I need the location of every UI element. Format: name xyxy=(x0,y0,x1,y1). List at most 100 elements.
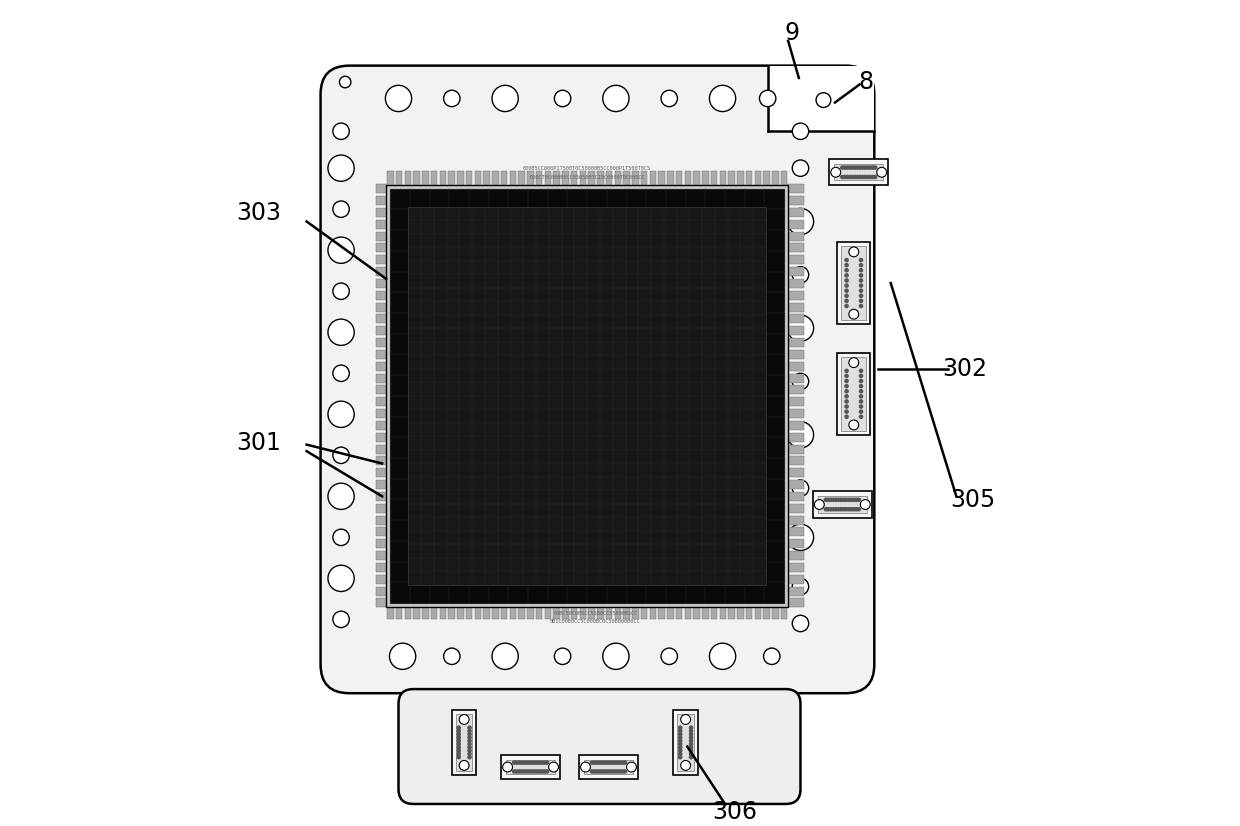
Bar xyxy=(786,444,804,453)
Bar xyxy=(579,755,639,780)
Bar xyxy=(376,480,389,489)
Circle shape xyxy=(841,507,846,511)
Circle shape xyxy=(694,357,702,365)
Bar xyxy=(376,231,389,240)
Circle shape xyxy=(522,760,527,765)
Circle shape xyxy=(492,85,518,112)
Bar xyxy=(387,605,393,620)
Circle shape xyxy=(856,175,859,179)
Circle shape xyxy=(678,742,682,747)
Circle shape xyxy=(688,748,693,753)
Circle shape xyxy=(618,769,622,774)
Bar xyxy=(475,605,481,620)
Bar xyxy=(786,350,804,359)
Bar xyxy=(764,171,770,187)
Circle shape xyxy=(828,507,833,511)
Circle shape xyxy=(542,769,547,774)
Circle shape xyxy=(688,725,693,730)
Bar xyxy=(376,208,389,217)
Circle shape xyxy=(857,507,861,511)
Bar xyxy=(812,491,872,518)
Bar xyxy=(786,338,804,347)
Bar xyxy=(449,171,455,187)
Circle shape xyxy=(527,769,532,774)
Circle shape xyxy=(709,85,735,112)
Circle shape xyxy=(863,175,867,179)
Circle shape xyxy=(603,769,608,774)
Circle shape xyxy=(681,761,691,771)
Circle shape xyxy=(340,76,351,88)
Circle shape xyxy=(332,365,350,382)
Circle shape xyxy=(844,293,849,298)
Circle shape xyxy=(816,93,831,107)
Circle shape xyxy=(456,735,461,740)
Circle shape xyxy=(873,175,878,179)
Circle shape xyxy=(787,525,813,550)
Circle shape xyxy=(847,497,851,502)
Circle shape xyxy=(826,497,831,502)
Circle shape xyxy=(444,90,460,107)
Bar xyxy=(754,605,761,620)
Circle shape xyxy=(688,752,693,757)
Bar xyxy=(475,171,481,187)
Circle shape xyxy=(688,732,693,737)
Text: 9: 9 xyxy=(785,21,800,45)
Bar xyxy=(786,220,804,229)
Circle shape xyxy=(851,175,854,179)
Circle shape xyxy=(386,85,412,112)
Bar xyxy=(404,605,412,620)
Circle shape xyxy=(537,760,542,765)
Text: 8: 8 xyxy=(858,70,874,94)
Circle shape xyxy=(467,745,472,750)
Circle shape xyxy=(764,648,780,664)
Bar xyxy=(658,171,665,187)
Circle shape xyxy=(593,769,596,774)
Circle shape xyxy=(554,648,570,664)
Bar xyxy=(632,171,639,187)
FancyBboxPatch shape xyxy=(321,65,874,693)
Circle shape xyxy=(868,165,873,170)
Bar xyxy=(376,184,389,193)
Circle shape xyxy=(842,175,847,179)
Circle shape xyxy=(456,732,461,737)
Circle shape xyxy=(843,507,848,511)
Circle shape xyxy=(841,497,846,502)
Circle shape xyxy=(502,762,512,772)
Circle shape xyxy=(861,175,864,179)
Circle shape xyxy=(332,283,350,300)
Bar xyxy=(396,605,402,620)
Circle shape xyxy=(844,258,849,263)
Bar xyxy=(786,515,804,525)
Bar xyxy=(387,171,393,187)
Circle shape xyxy=(554,90,570,107)
Circle shape xyxy=(688,729,693,733)
Circle shape xyxy=(444,648,460,664)
Bar xyxy=(391,188,784,603)
Circle shape xyxy=(859,268,863,273)
Bar xyxy=(615,171,621,187)
Circle shape xyxy=(787,421,813,448)
Circle shape xyxy=(843,497,848,502)
Bar xyxy=(439,171,446,187)
Circle shape xyxy=(517,769,522,774)
Bar xyxy=(719,171,727,187)
Circle shape xyxy=(532,769,537,774)
Circle shape xyxy=(467,732,472,737)
Bar xyxy=(615,605,621,620)
Text: 00BC50C0B5CC55B0CC55B00B5CC: 00BC50C0B5CC55B0CC55B00B5CC xyxy=(553,611,637,616)
Circle shape xyxy=(831,497,836,502)
Bar xyxy=(745,605,753,620)
Bar xyxy=(624,605,630,620)
Circle shape xyxy=(792,160,808,177)
Bar xyxy=(786,480,804,489)
Circle shape xyxy=(792,267,808,283)
Bar xyxy=(376,599,389,607)
Bar xyxy=(562,171,569,187)
Circle shape xyxy=(859,404,863,409)
Bar xyxy=(641,605,647,620)
Circle shape xyxy=(839,175,844,179)
Bar xyxy=(786,184,804,193)
Bar xyxy=(606,171,613,187)
Circle shape xyxy=(688,745,693,750)
Circle shape xyxy=(661,648,677,664)
